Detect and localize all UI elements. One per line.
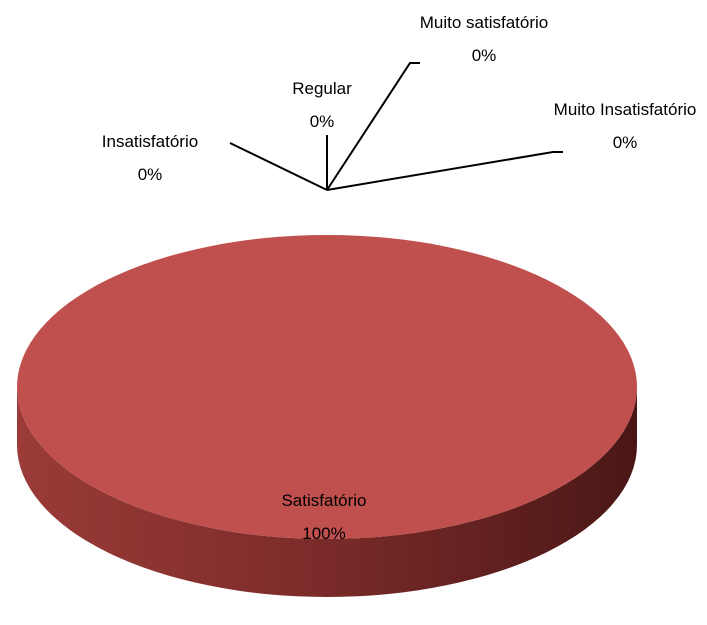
value-label: 0% — [471, 46, 497, 65]
value-label: 0% — [309, 112, 335, 131]
category-label: Regular — [292, 79, 352, 98]
value-label: 100% — [302, 524, 346, 543]
value-label: 0% — [612, 133, 638, 152]
data-label: Muito Insatisfatório 0% — [550, 93, 700, 159]
slice — [17, 235, 637, 539]
leader-line — [326, 151, 563, 191]
slice-side — [17, 387, 637, 597]
leader-line — [229, 142, 328, 191]
value-label: 0% — [137, 165, 163, 184]
data-label: Muito satisfatório 0% — [417, 6, 552, 72]
category-label: Insatisfatório — [101, 132, 199, 151]
category-label: Muito Insatisfatório — [553, 100, 697, 119]
category-label: Muito satisfatório — [419, 13, 549, 32]
data-label: Insatisfatório 0% — [65, 125, 235, 191]
category-label: Satisfatório — [281, 491, 367, 510]
data-label: Regular 0% — [262, 72, 382, 138]
leader-line — [326, 62, 420, 191]
data-label: Satisfatório 100% — [224, 484, 424, 550]
